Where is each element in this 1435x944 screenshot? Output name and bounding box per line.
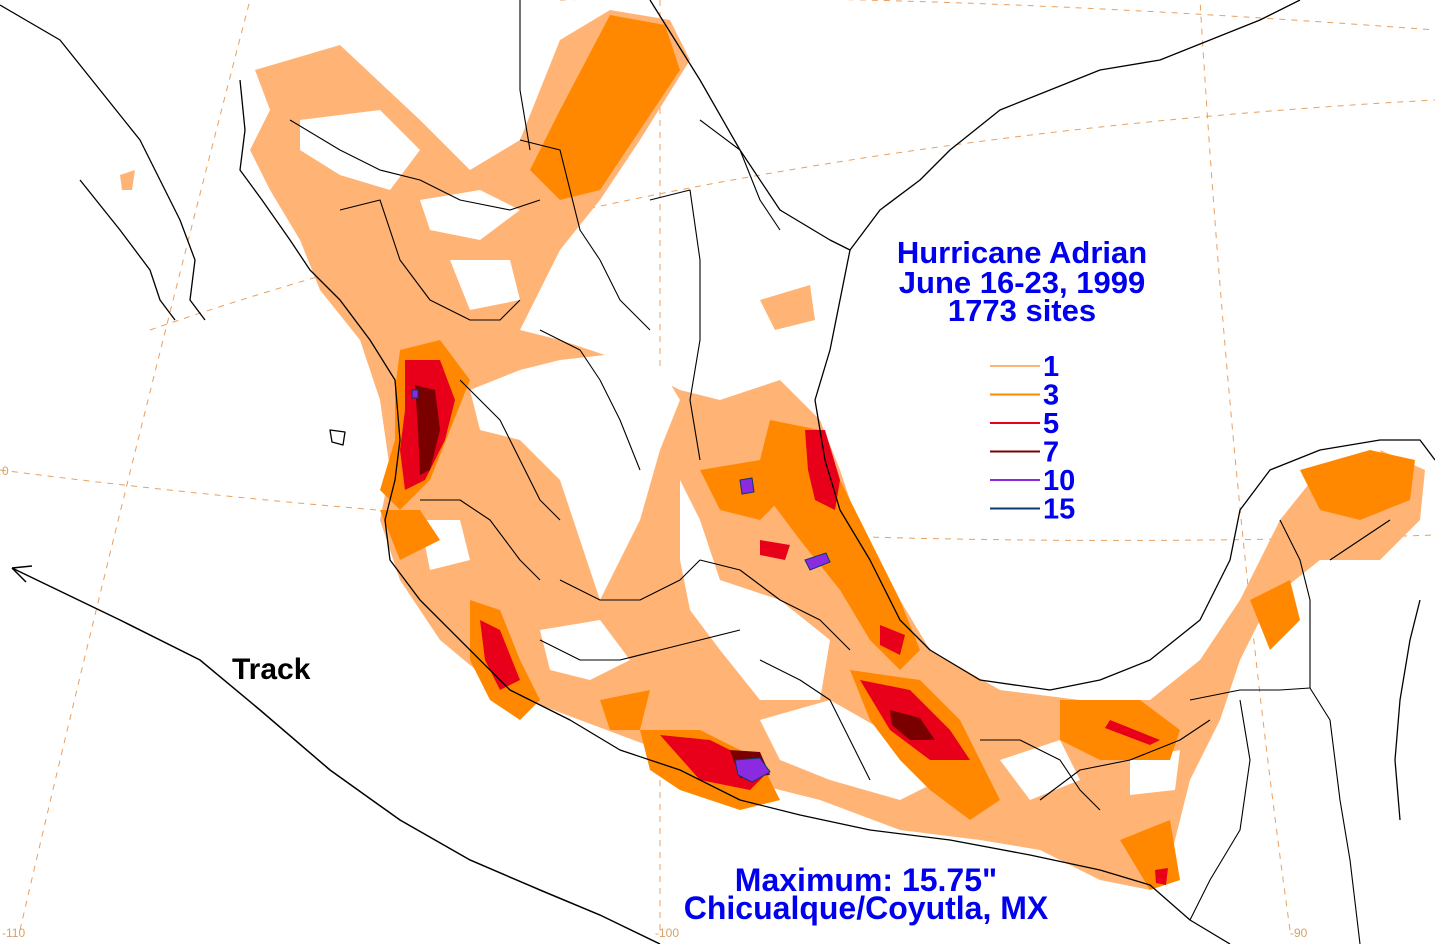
rainfall-gaps — [300, 110, 1390, 800]
legend-item: 7 — [990, 437, 1059, 469]
legend-label: 15 — [1043, 494, 1075, 526]
graticule-labels: -110 -100 -90 0 — [2, 464, 1308, 940]
legend-item: 1 — [990, 351, 1059, 383]
legend-label: 5 — [1043, 408, 1059, 440]
legend-item: 5 — [990, 408, 1059, 440]
legend-label: 7 — [1043, 437, 1059, 469]
legend-label: 10 — [1043, 465, 1075, 497]
lon-label-west: -110 — [2, 926, 25, 940]
lat-label: 0 — [2, 464, 9, 478]
maximum-info: Maximum: 15.75" Chicualque/Coyutla, MX — [684, 862, 1049, 926]
legend-label: 3 — [1043, 380, 1059, 412]
legend-item: 3 — [990, 380, 1059, 412]
maximum-value: Maximum: 15.75" — [735, 862, 997, 898]
legend-label: 1 — [1043, 351, 1059, 383]
lon-label-center: -100 — [655, 926, 679, 940]
legend-item: 10 — [990, 465, 1075, 497]
borders — [289, 0, 1391, 944]
rainfall-level-10 — [411, 389, 831, 783]
track-arrow-icon — [11, 565, 33, 583]
maximum-location: Chicualque/Coyutla, MX — [684, 890, 1049, 926]
track-label: Track — [232, 653, 311, 686]
title-site-count: 1773 sites — [948, 293, 1096, 328]
lon-label-east: -90 — [1290, 926, 1308, 940]
map-title: Hurricane Adrian June 16-23, 1999 1773 s… — [897, 235, 1147, 328]
hurricane-track: Track — [11, 565, 661, 944]
legend-item: 15 — [990, 494, 1075, 526]
title-date-range: June 16-23, 1999 — [899, 265, 1145, 300]
title-storm-name: Hurricane Adrian — [897, 235, 1147, 270]
